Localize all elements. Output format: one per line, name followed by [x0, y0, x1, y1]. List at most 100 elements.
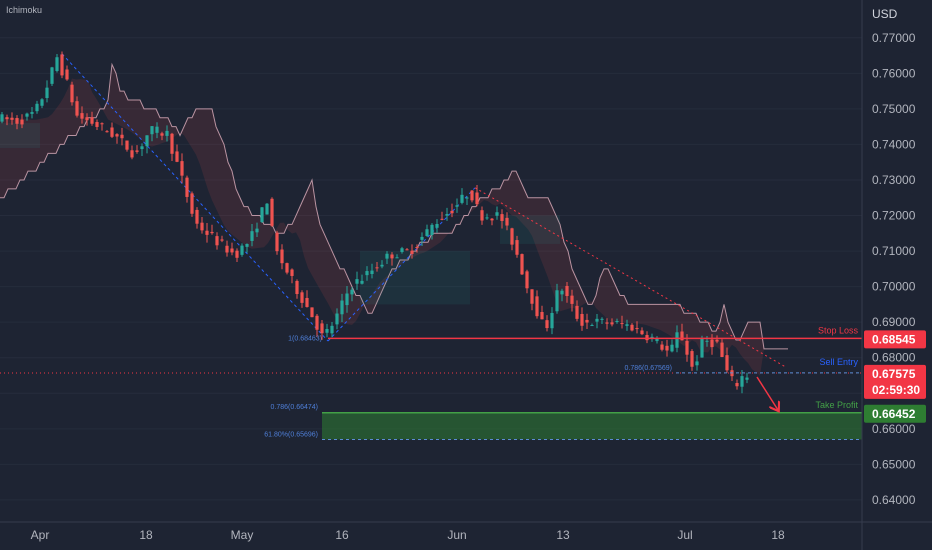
candle[interactable] — [200, 216, 204, 234]
candle[interactable] — [205, 223, 209, 243]
candle[interactable] — [605, 318, 609, 330]
candle[interactable] — [585, 313, 589, 330]
candle[interactable] — [670, 339, 674, 353]
candle[interactable] — [615, 318, 619, 324]
candle[interactable] — [40, 98, 44, 109]
candle[interactable] — [400, 246, 404, 254]
candle[interactable] — [740, 370, 744, 394]
candle[interactable] — [360, 274, 364, 285]
candle[interactable] — [515, 235, 519, 258]
candle[interactable] — [270, 197, 274, 227]
candle[interactable] — [110, 122, 114, 138]
candle[interactable] — [355, 271, 359, 290]
candle[interactable] — [575, 300, 579, 322]
candle[interactable] — [520, 253, 524, 275]
candle[interactable] — [130, 145, 134, 160]
candle[interactable] — [365, 266, 369, 281]
candle[interactable] — [505, 212, 509, 231]
candle[interactable] — [545, 315, 549, 332]
candle[interactable] — [5, 114, 9, 126]
candle[interactable] — [260, 207, 264, 224]
candle[interactable] — [465, 196, 469, 206]
candle[interactable] — [325, 323, 329, 338]
candle[interactable] — [175, 144, 179, 163]
candle[interactable] — [90, 111, 94, 126]
candle[interactable] — [565, 282, 569, 303]
candle[interactable] — [345, 286, 349, 313]
candle[interactable] — [695, 355, 699, 371]
candle[interactable] — [85, 113, 89, 126]
candle[interactable] — [700, 335, 704, 358]
candle[interactable] — [0, 112, 4, 124]
candle[interactable] — [235, 248, 239, 263]
candle[interactable] — [320, 319, 324, 340]
candle[interactable] — [655, 336, 659, 344]
candle[interactable] — [100, 122, 104, 131]
candle[interactable] — [480, 206, 484, 225]
candle[interactable] — [195, 207, 199, 229]
candle[interactable] — [25, 112, 29, 121]
candle[interactable] — [210, 224, 214, 235]
candle[interactable] — [425, 224, 429, 237]
candle[interactable] — [735, 379, 739, 390]
candle[interactable] — [745, 372, 749, 384]
price-axis[interactable]: 0.77000 0.76000 0.75000 0.74000 0.73000 0.720… — [872, 31, 916, 507]
candle[interactable] — [450, 203, 454, 218]
candle[interactable] — [455, 198, 459, 213]
candle[interactable] — [20, 114, 24, 129]
candle[interactable] — [65, 65, 69, 81]
candle[interactable] — [240, 243, 244, 257]
candle[interactable] — [405, 247, 409, 251]
candle[interactable] — [250, 224, 254, 247]
candle[interactable] — [590, 323, 594, 327]
candle[interactable] — [190, 191, 194, 217]
candle[interactable] — [335, 308, 339, 330]
candle[interactable] — [540, 305, 544, 320]
candle[interactable] — [105, 129, 109, 133]
candle[interactable] — [630, 323, 634, 332]
candle[interactable] — [80, 106, 84, 124]
candle[interactable] — [460, 188, 464, 205]
candle[interactable] — [580, 307, 584, 331]
candle[interactable] — [665, 339, 669, 357]
candle[interactable] — [125, 140, 129, 152]
candle[interactable] — [10, 112, 14, 125]
candle[interactable] — [95, 119, 99, 131]
candle[interactable] — [255, 222, 259, 238]
candle[interactable] — [340, 293, 344, 322]
candle[interactable] — [600, 317, 604, 324]
candle[interactable] — [490, 217, 494, 226]
candle[interactable] — [645, 331, 649, 344]
candle[interactable] — [510, 227, 514, 251]
candle[interactable] — [280, 244, 284, 270]
candle[interactable] — [185, 175, 189, 203]
candle[interactable] — [635, 321, 639, 334]
candle[interactable] — [50, 66, 54, 86]
candle[interactable] — [485, 213, 489, 220]
candle[interactable] — [530, 289, 534, 311]
candle[interactable] — [620, 315, 624, 329]
candle[interactable] — [315, 313, 319, 337]
candle[interactable] — [435, 219, 439, 233]
candle[interactable] — [35, 100, 39, 114]
candle[interactable] — [690, 349, 694, 371]
candle[interactable] — [720, 339, 724, 358]
candle[interactable] — [245, 243, 249, 253]
candle[interactable] — [475, 185, 479, 207]
candle[interactable] — [330, 321, 334, 338]
candle[interactable] — [230, 242, 234, 256]
candle[interactable] — [60, 51, 64, 79]
candle[interactable] — [550, 307, 554, 335]
candle[interactable] — [440, 211, 444, 221]
candle[interactable] — [140, 143, 144, 157]
candle[interactable] — [470, 190, 474, 203]
candle[interactable] — [535, 290, 539, 319]
candle[interactable] — [115, 133, 119, 144]
candle[interactable] — [155, 122, 159, 139]
candle[interactable] — [15, 115, 19, 130]
candle[interactable] — [730, 365, 734, 382]
candle[interactable] — [660, 341, 664, 352]
candle[interactable] — [300, 290, 304, 308]
candle[interactable] — [375, 261, 379, 272]
